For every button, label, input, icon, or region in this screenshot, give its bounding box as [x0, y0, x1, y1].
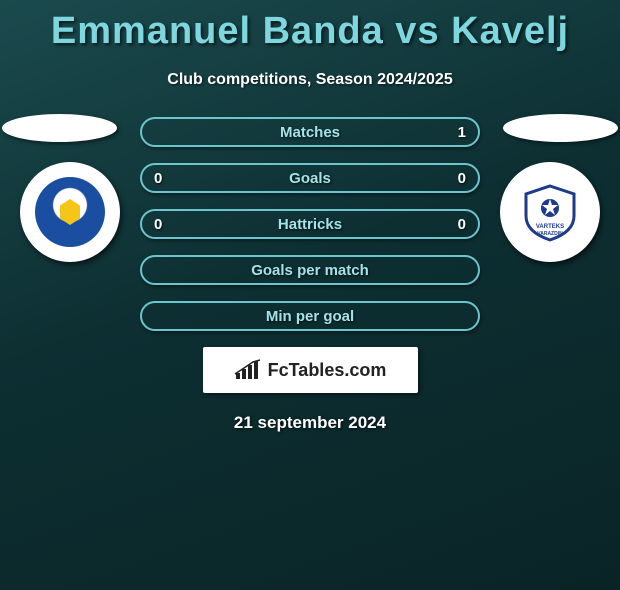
brand-box[interactable]: FcTables.com [203, 347, 418, 393]
stat-label: Goals [289, 170, 331, 187]
stat-right: 0 [458, 170, 466, 187]
stat-label: Matches [280, 124, 340, 141]
right-ellipse [503, 114, 618, 142]
stat-rows: Matches 1 0 Goals 0 0 Hattricks 0 Goals … [140, 117, 480, 331]
stat-label: Goals per match [251, 262, 369, 279]
stat-left: 0 [154, 216, 162, 233]
chart-icon [234, 359, 264, 381]
team-logo-right: VARTEKS VARAZDIN [500, 162, 600, 262]
svg-text:VARAZDIN: VARAZDIN [537, 231, 563, 237]
page-title: Emmanuel Banda vs Kavelj [0, 10, 620, 53]
left-ellipse [2, 114, 117, 142]
stat-right: 1 [458, 124, 466, 141]
rijeka-crest-icon [35, 177, 105, 247]
varteks-crest-icon: VARTEKS VARAZDIN [515, 177, 585, 247]
stat-label: Min per goal [266, 308, 354, 325]
stat-row-matches: Matches 1 [140, 117, 480, 147]
page-subtitle: Club competitions, Season 2024/2025 [0, 71, 620, 89]
stat-row-hattricks: 0 Hattricks 0 [140, 209, 480, 239]
date-label: 21 september 2024 [0, 413, 620, 433]
comparison-content: VARTEKS VARAZDIN Matches 1 0 Goals 0 0 H… [0, 117, 620, 433]
stat-label: Hattricks [278, 216, 342, 233]
stat-right: 0 [458, 216, 466, 233]
brand-label: FcTables.com [268, 360, 387, 381]
stat-left: 0 [154, 170, 162, 187]
svg-text:VARTEKS: VARTEKS [536, 224, 564, 230]
team-logo-left [20, 162, 120, 262]
stat-row-mpg: Min per goal [140, 301, 480, 331]
stat-row-gpm: Goals per match [140, 255, 480, 285]
stat-row-goals: 0 Goals 0 [140, 163, 480, 193]
